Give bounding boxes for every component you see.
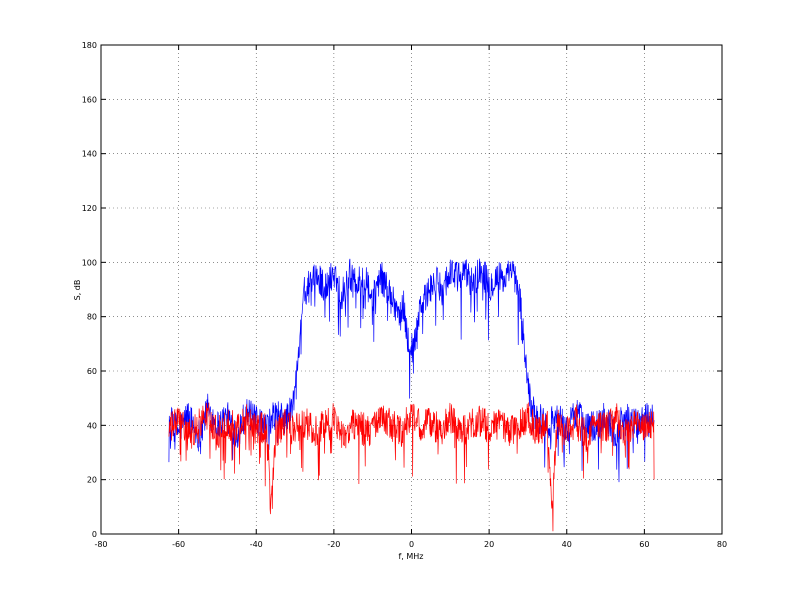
x-axis-label: f, MHz: [398, 552, 423, 561]
x-tick-label: -80: [94, 540, 107, 549]
y-tick-label: 100: [82, 258, 97, 267]
y-tick-label: 60: [87, 367, 97, 376]
y-tick-label: 20: [87, 476, 97, 485]
y-tick-label: 0: [92, 530, 97, 539]
series-layer: [168, 258, 655, 532]
x-tick-label: -40: [250, 540, 263, 549]
y-tick-label: 40: [87, 421, 97, 430]
y-tick-label: 80: [87, 313, 97, 322]
x-tick-label: 40: [562, 540, 572, 549]
ticks: -80 -60 -40 -20 0 20 40 60 80 0 20 40 60 80 100 120 140 1…: [82, 41, 727, 549]
x-tick-label: 20: [484, 540, 494, 549]
x-tick-label: 80: [717, 540, 727, 549]
x-tick-label: -60: [172, 540, 185, 549]
series-line-2: [168, 402, 655, 532]
y-axis-label: S, dB: [73, 280, 82, 301]
x-tick-label: -20: [327, 540, 340, 549]
y-tick-label: 160: [82, 95, 97, 104]
y-tick-label: 120: [82, 204, 97, 213]
series-line-1: [168, 258, 655, 483]
y-tick-label: 140: [82, 150, 97, 159]
x-tick-label: 0: [409, 540, 414, 549]
x-tick-label: 60: [639, 540, 649, 549]
y-tick-label: 180: [82, 41, 97, 50]
